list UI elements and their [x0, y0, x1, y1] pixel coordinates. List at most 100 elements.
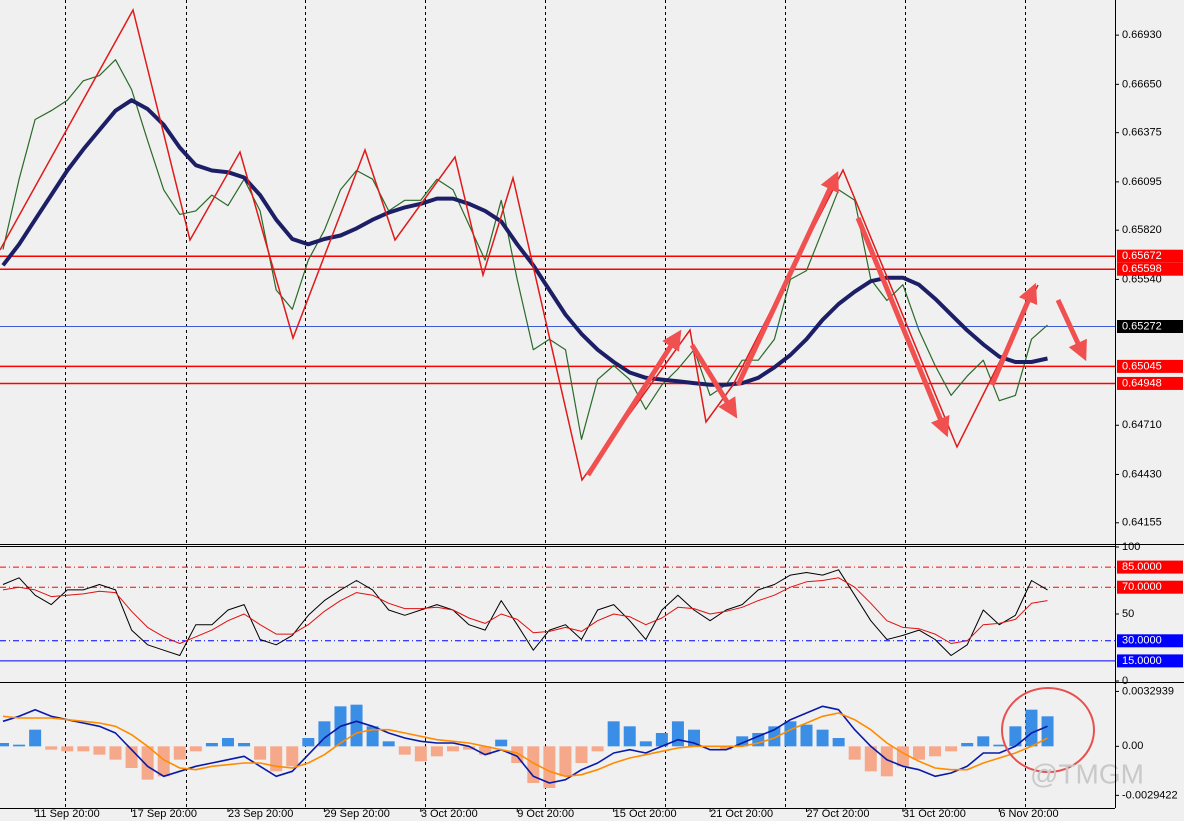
histogram-bar	[350, 704, 363, 747]
series-line	[1, 98, 1048, 387]
histogram-bar	[13, 744, 26, 747]
level-label: 85.0000	[1122, 561, 1162, 573]
histogram-bar	[961, 743, 974, 747]
histogram-bar	[29, 729, 42, 747]
level-label-box	[1117, 376, 1183, 390]
histogram-bar	[1009, 726, 1022, 747]
histogram-bar	[591, 746, 604, 752]
histogram-bar	[977, 736, 990, 747]
arrow	[735, 170, 839, 387]
y-tick-label: 0.64430	[1122, 468, 1162, 480]
arrow	[689, 343, 738, 419]
histogram-bar	[141, 746, 154, 780]
histogram-bar	[479, 746, 492, 755]
x-tick-label: 31 Oct 20:00	[903, 808, 966, 820]
histogram-bar	[45, 746, 58, 750]
series-line	[2, 705, 1048, 784]
series-line	[2, 577, 1048, 644]
level-label-box	[1117, 654, 1183, 668]
histogram-bar	[655, 733, 668, 747]
histogram-bar	[639, 741, 652, 747]
data-layer	[0, 59, 1054, 788]
level-label: 70.0000	[1122, 581, 1162, 593]
y-tick-label: 0.66095	[1122, 176, 1162, 188]
x-tick-label: 6 Nov 20:00	[999, 808, 1058, 820]
x-tick-label: 27 Oct 20:00	[807, 808, 870, 820]
arrow	[989, 282, 1038, 386]
histogram-bar	[446, 746, 459, 752]
histogram-bar	[398, 746, 411, 755]
y-tick-label: 0	[1122, 675, 1128, 687]
histogram-bar	[463, 746, 476, 750]
x-tick-label: 29 Sep 20:00	[324, 808, 389, 820]
highlight-circle	[1001, 687, 1095, 773]
level-label: 30.0000	[1122, 635, 1162, 647]
histogram-bar	[832, 738, 845, 747]
arrow	[855, 217, 950, 438]
x-tick-label: 23 Sep 20:00	[228, 808, 293, 820]
histogram-bar	[784, 721, 797, 747]
histogram-bar	[430, 746, 443, 757]
histogram-bar	[607, 721, 620, 747]
x-tick-label: 15 Oct 20:00	[614, 808, 677, 820]
y-tick-label: -0.0029422	[1122, 789, 1178, 801]
histogram-bar	[189, 746, 202, 752]
y-tick-label: 50	[1122, 608, 1134, 620]
series-line	[2, 712, 1048, 778]
x-tick-label: 17 Sep 20:00	[132, 808, 197, 820]
level-label: 15.0000	[1122, 655, 1162, 667]
level-label: 0.64948	[1122, 377, 1162, 389]
level-label-box	[1117, 560, 1183, 574]
level-label-box	[1117, 262, 1183, 276]
histogram-bar	[302, 738, 315, 747]
histogram-bar	[93, 746, 106, 755]
level-label: 0.65598	[1122, 263, 1162, 275]
histogram-bar	[366, 726, 379, 747]
histogram-bar	[205, 743, 218, 747]
histogram-bar	[495, 739, 508, 747]
x-tick-label: 3 Oct 20:00	[421, 808, 478, 820]
histogram-bar	[543, 746, 556, 788]
histogram-bar	[1025, 709, 1038, 747]
histogram-bar	[864, 746, 877, 772]
level-label-box	[1117, 320, 1183, 334]
histogram-bar	[912, 746, 925, 760]
histogram-bar	[800, 724, 813, 747]
histogram-bar	[109, 746, 122, 760]
series-line	[2, 59, 1048, 440]
histogram-bar	[238, 743, 251, 747]
arrow	[1055, 298, 1087, 362]
y-tick-label: 0.65820	[1122, 224, 1162, 236]
y-tick-label: 0.66930	[1122, 29, 1162, 41]
histogram-bar	[382, 741, 395, 747]
histogram-bar	[559, 746, 572, 777]
histogram-bar	[929, 746, 942, 757]
x-tick-label: 11 Sep 20:00	[35, 808, 100, 820]
watermark: @TMGM	[1030, 758, 1144, 789]
histogram-bar	[575, 746, 588, 763]
histogram-bar	[993, 744, 1006, 747]
level-label: 0.65672	[1122, 250, 1162, 262]
histogram-bar	[671, 721, 684, 747]
series-line	[2, 569, 1048, 656]
annotation-arrows	[585, 170, 1087, 477]
level-label-box	[1117, 359, 1183, 373]
histogram-bar	[623, 726, 636, 747]
y-tick-label: 0.66650	[1122, 78, 1162, 90]
histogram-bar	[61, 746, 74, 752]
histogram-bar	[816, 729, 829, 747]
histogram-bar	[896, 746, 909, 767]
histogram-bar	[254, 746, 267, 760]
histogram-bar	[270, 746, 283, 772]
x-tick-label: 21 Oct 20:00	[710, 808, 773, 820]
arrow	[585, 329, 682, 477]
y-tick-label: 0.0032939	[1122, 685, 1174, 697]
level-label: 0.65045	[1122, 360, 1162, 372]
level-label-box	[1117, 634, 1183, 648]
histogram-bar	[720, 746, 733, 750]
histogram-bar	[880, 746, 893, 777]
histogram-bar	[414, 746, 427, 762]
